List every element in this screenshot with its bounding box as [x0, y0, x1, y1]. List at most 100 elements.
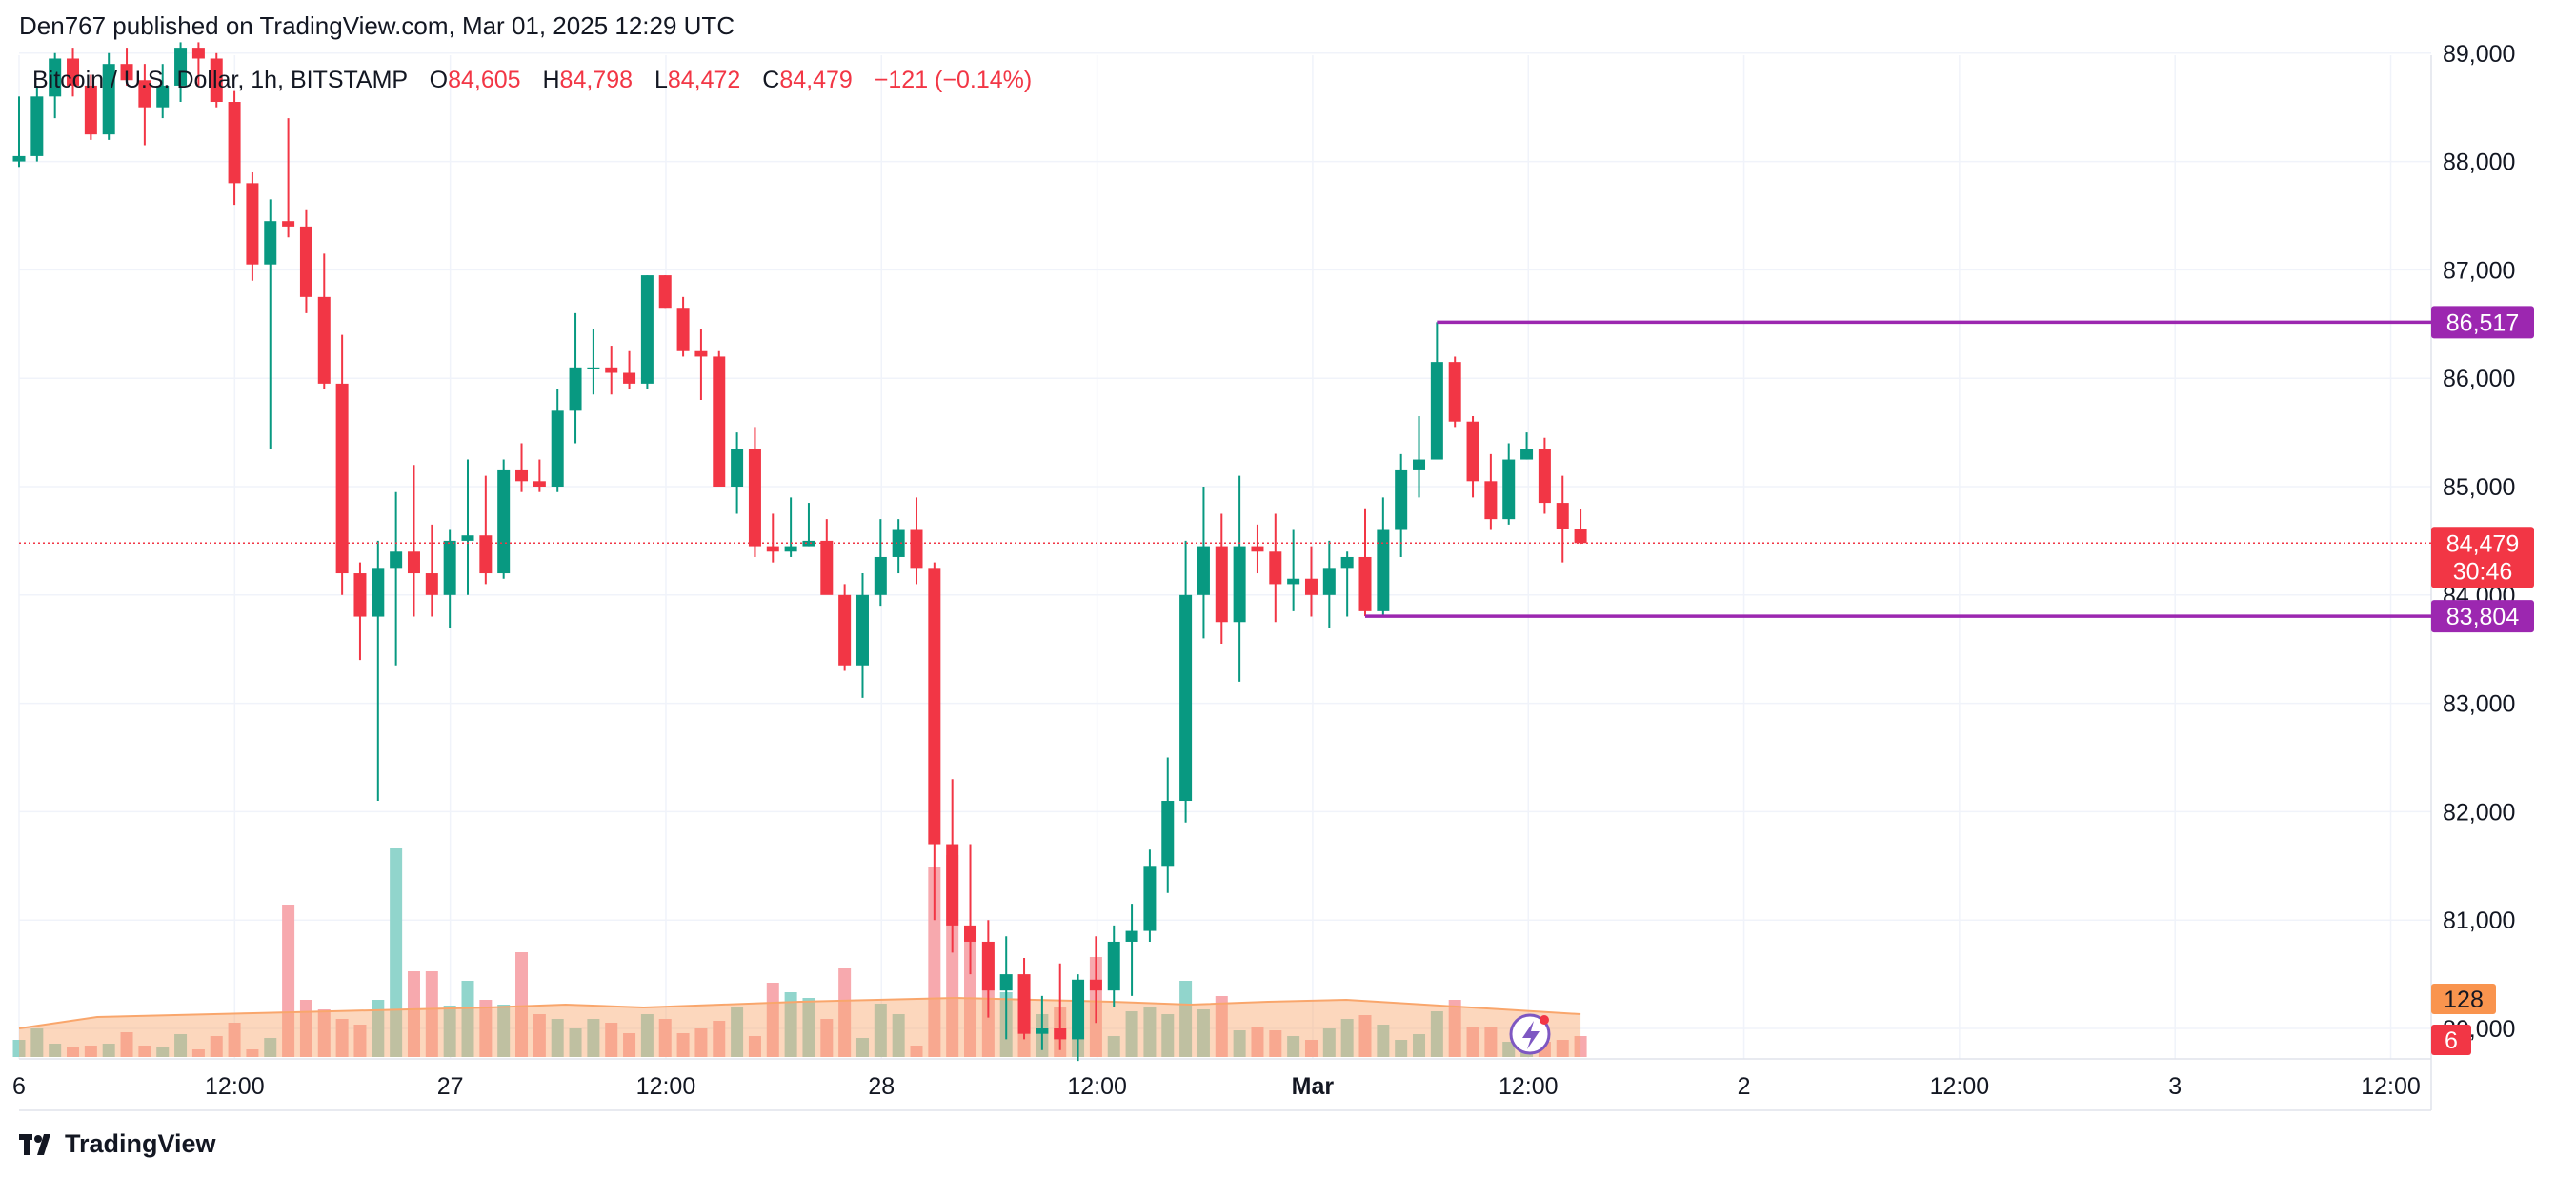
- volume-bar: [623, 1033, 636, 1057]
- candle: [1197, 487, 1210, 639]
- candle: [928, 562, 941, 921]
- candle-body: [1143, 866, 1157, 931]
- candle: [353, 562, 367, 661]
- volume-bar: [425, 971, 438, 1057]
- candle-body: [1358, 556, 1372, 611]
- candle: [102, 52, 115, 140]
- candle-body: [1395, 469, 1408, 530]
- volume-bar: [569, 1028, 582, 1057]
- candle: [49, 52, 62, 119]
- candle: [1054, 963, 1067, 1050]
- volume-bar: [640, 1014, 654, 1057]
- legend-low-label: L: [654, 67, 668, 93]
- candle-body: [120, 64, 133, 81]
- candle-body: [802, 540, 815, 547]
- volume-bar: [1340, 1019, 1354, 1057]
- candle: [1143, 849, 1157, 942]
- time-tick-label: 12:00: [205, 1073, 265, 1100]
- tradingview-footer[interactable]: TradingView: [19, 1129, 216, 1159]
- volume-bar: [353, 1025, 367, 1057]
- volume-bar: [191, 1049, 205, 1057]
- volume-bar: [1413, 1034, 1426, 1057]
- candle-body: [1179, 594, 1193, 802]
- candle-body: [1413, 459, 1426, 470]
- volume-bar: [479, 1000, 493, 1057]
- candle-body: [1538, 449, 1551, 504]
- volume-bar: [676, 1033, 690, 1057]
- candle: [1430, 322, 1443, 460]
- volume-bar: [820, 1019, 834, 1057]
- candle-body: [210, 58, 223, 103]
- volume-bar: [910, 1046, 923, 1057]
- candle-body: [1017, 974, 1031, 1034]
- legend-open-value: 84,605: [448, 67, 521, 93]
- candle: [191, 42, 205, 86]
- time-tick-label: 27: [437, 1073, 464, 1100]
- legend-open-label: O: [429, 67, 449, 93]
- volume-bar: [67, 1047, 80, 1057]
- candle-body: [246, 183, 259, 265]
- volume-bar: [461, 981, 474, 1057]
- price-tick-label: 89,000: [2443, 41, 2515, 68]
- candle: [1287, 529, 1300, 611]
- candle: [84, 74, 97, 140]
- candle-body: [30, 96, 44, 156]
- candle-body: [479, 535, 493, 574]
- candle: [623, 350, 636, 389]
- volume-bar: [335, 1019, 349, 1057]
- candle: [1377, 497, 1390, 617]
- candle: [1448, 356, 1461, 428]
- level-badge-label: 86,517: [2446, 309, 2519, 336]
- volume-bar: [533, 1014, 546, 1057]
- volume-bar: [1484, 1027, 1498, 1057]
- candle-body: [1072, 979, 1085, 1040]
- volume-bar: [713, 1021, 726, 1057]
- candle-body: [156, 85, 170, 108]
- symbol-legend: Bitcoin / U.S. Dollar, 1h, BITSTAMP O84,…: [32, 67, 1032, 94]
- volume-bar: [407, 971, 420, 1057]
- candle: [784, 497, 797, 557]
- volume-bar: [551, 1019, 564, 1057]
- volume-bar: [1143, 1007, 1157, 1057]
- candle-body: [264, 221, 277, 265]
- candle-body: [1340, 556, 1354, 569]
- candle-body: [407, 551, 420, 574]
- candle: [1556, 475, 1569, 563]
- volume-bar: [1161, 1014, 1175, 1057]
- volume-bar: [228, 1023, 241, 1057]
- footer-brand: TradingView: [65, 1129, 216, 1158]
- candle: [838, 584, 852, 671]
- candle: [30, 85, 44, 162]
- candle: [640, 275, 654, 389]
- volume-bar: [497, 1005, 511, 1057]
- candle-body: [1089, 979, 1102, 991]
- price-tick-label: 85,000: [2443, 474, 2515, 501]
- candle-body: [317, 296, 331, 384]
- volume-badge: [2431, 1025, 2471, 1055]
- volume-bar: [964, 926, 977, 1057]
- candle: [174, 42, 188, 103]
- candle: [1251, 524, 1264, 574]
- candle-body: [390, 551, 403, 569]
- time-tick-label: 6: [12, 1073, 26, 1100]
- candle-body: [1377, 529, 1390, 611]
- candle: [1413, 416, 1426, 498]
- candle: [910, 497, 923, 585]
- candle-body: [587, 367, 600, 369]
- volume-bar: [1287, 1036, 1300, 1057]
- candle-body: [1556, 503, 1569, 529]
- volume-bar: [658, 1019, 672, 1057]
- volume-bar: [1107, 1036, 1120, 1057]
- time-tick-label: 3: [2168, 1073, 2182, 1100]
- volume-moving-average: [18, 996, 1581, 1057]
- volume-bar: [605, 1023, 618, 1057]
- volume-bar: [49, 1044, 62, 1057]
- candle: [802, 503, 815, 547]
- candle-body: [1269, 551, 1282, 585]
- lightning-icon: [1509, 1013, 1551, 1055]
- candle-body: [228, 102, 241, 184]
- candle: [390, 491, 403, 666]
- candle-body: [694, 350, 708, 357]
- price-tick-label: 86,000: [2443, 366, 2515, 392]
